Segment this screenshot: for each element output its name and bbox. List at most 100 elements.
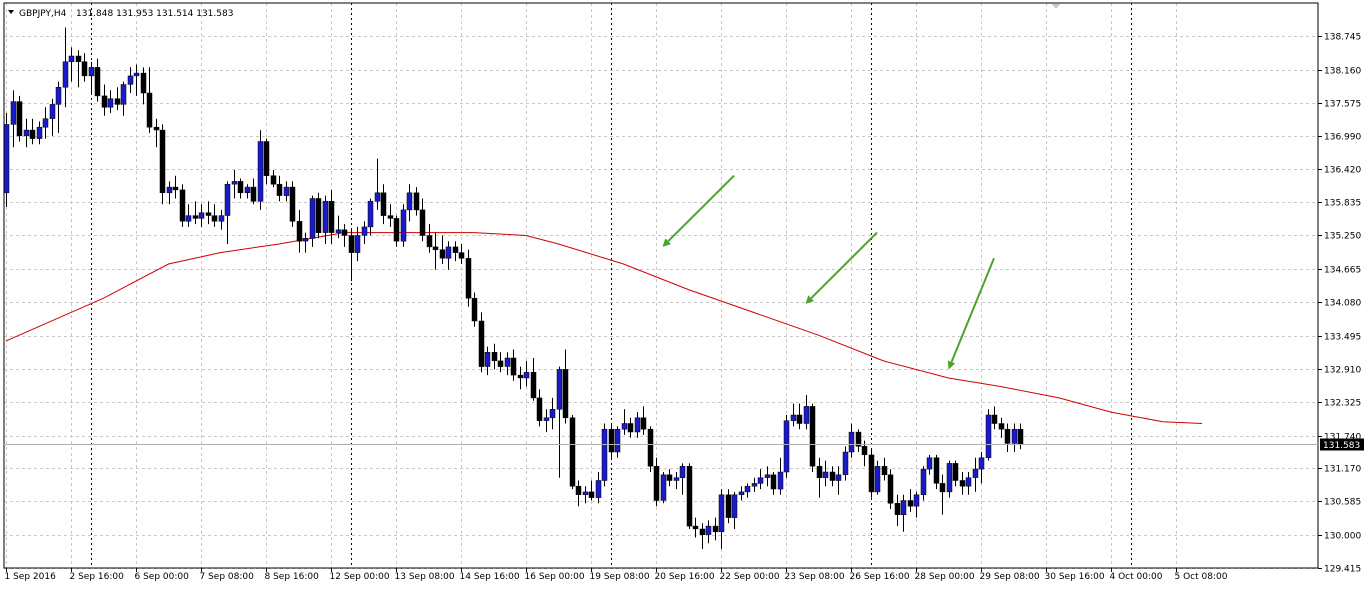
candle[interactable] xyxy=(939,474,946,515)
candle[interactable] xyxy=(55,81,62,133)
candle[interactable] xyxy=(101,84,108,116)
arrow-annotations[interactable] xyxy=(662,174,995,370)
candle[interactable] xyxy=(556,366,563,478)
dropdown-triangle-icon[interactable] xyxy=(8,10,14,14)
candle[interactable] xyxy=(855,429,862,452)
candle[interactable] xyxy=(978,452,985,484)
candle[interactable] xyxy=(361,221,368,244)
arrow-annotation[interactable] xyxy=(947,257,995,370)
candle[interactable] xyxy=(874,460,881,495)
candle[interactable] xyxy=(803,395,810,430)
candle[interactable] xyxy=(770,472,777,495)
candle[interactable] xyxy=(738,486,745,501)
candle[interactable] xyxy=(257,130,264,210)
candle[interactable] xyxy=(458,244,465,264)
candle[interactable] xyxy=(270,170,277,188)
time-axis[interactable]: 1 Sep 2016 2 Sep 16:00 6 Sep 00:00 7 Sep 08… xyxy=(5,568,1228,582)
candle[interactable] xyxy=(634,412,641,438)
candle[interactable] xyxy=(315,192,322,239)
candle[interactable] xyxy=(426,224,433,253)
candle[interactable] xyxy=(998,417,1005,438)
candle[interactable] xyxy=(536,389,543,427)
candle[interactable] xyxy=(582,486,589,504)
candle[interactable] xyxy=(933,454,940,490)
candle[interactable] xyxy=(465,249,472,307)
candle[interactable] xyxy=(419,198,426,242)
candle[interactable] xyxy=(439,235,446,265)
candle[interactable] xyxy=(666,469,673,487)
candle[interactable] xyxy=(660,472,667,504)
candle[interactable] xyxy=(172,175,179,199)
candle[interactable] xyxy=(159,124,166,205)
candle[interactable] xyxy=(244,184,251,199)
candle[interactable] xyxy=(354,226,361,262)
candle[interactable] xyxy=(16,95,23,142)
candle[interactable] xyxy=(218,209,225,230)
candle[interactable] xyxy=(374,158,381,210)
candle[interactable] xyxy=(562,349,569,424)
candle[interactable] xyxy=(822,460,829,487)
candle[interactable] xyxy=(621,409,628,435)
candle[interactable] xyxy=(49,98,56,136)
candle[interactable] xyxy=(926,454,933,475)
candle[interactable] xyxy=(62,27,69,108)
candle[interactable] xyxy=(1011,423,1018,453)
candle[interactable] xyxy=(153,118,160,148)
candle[interactable] xyxy=(328,189,335,244)
candle[interactable] xyxy=(432,232,439,270)
candle[interactable] xyxy=(569,415,576,490)
candle[interactable] xyxy=(309,195,316,247)
candle[interactable] xyxy=(283,181,290,202)
candle[interactable] xyxy=(341,224,348,247)
candle[interactable] xyxy=(647,426,654,472)
candle[interactable] xyxy=(809,403,816,472)
candle[interactable] xyxy=(114,87,121,111)
shift-marker-icon[interactable] xyxy=(1052,4,1060,9)
candle[interactable] xyxy=(829,466,836,487)
candle[interactable] xyxy=(549,397,556,430)
candle[interactable] xyxy=(348,229,355,282)
candle[interactable] xyxy=(133,64,140,96)
candle[interactable] xyxy=(10,90,17,148)
candle[interactable] xyxy=(985,409,992,461)
candle[interactable] xyxy=(120,81,127,116)
candle[interactable] xyxy=(88,61,95,93)
candle[interactable] xyxy=(400,204,407,247)
candle[interactable] xyxy=(289,181,296,227)
candle[interactable] xyxy=(608,423,615,458)
candle[interactable] xyxy=(868,449,875,498)
candle[interactable] xyxy=(920,466,927,501)
candle[interactable] xyxy=(725,489,732,524)
candle[interactable] xyxy=(614,426,621,458)
candle[interactable] xyxy=(679,463,686,495)
candle[interactable] xyxy=(751,477,758,492)
candle[interactable] xyxy=(965,472,972,495)
candle[interactable] xyxy=(692,517,699,538)
candle[interactable] xyxy=(952,460,959,487)
candle[interactable] xyxy=(686,463,693,529)
candle[interactable] xyxy=(42,107,49,139)
candle[interactable] xyxy=(731,491,738,529)
candle[interactable] xyxy=(198,204,205,227)
candle[interactable] xyxy=(452,241,459,262)
candle[interactable] xyxy=(796,403,803,430)
candle[interactable] xyxy=(1004,423,1011,453)
candle[interactable] xyxy=(205,201,212,225)
candle[interactable] xyxy=(140,67,147,105)
candle[interactable] xyxy=(900,494,907,532)
candle[interactable] xyxy=(322,195,329,244)
arrow-annotation[interactable] xyxy=(805,231,878,304)
candle[interactable] xyxy=(543,409,550,433)
candle[interactable] xyxy=(367,198,374,236)
candle[interactable] xyxy=(68,47,75,82)
candle[interactable] xyxy=(445,241,452,270)
candle[interactable] xyxy=(504,352,511,376)
candle[interactable] xyxy=(484,346,491,376)
candle[interactable] xyxy=(881,457,888,481)
candle[interactable] xyxy=(3,113,10,207)
candle[interactable] xyxy=(744,483,751,498)
candle[interactable] xyxy=(413,187,420,216)
candle[interactable] xyxy=(237,178,244,199)
candle[interactable] xyxy=(185,204,192,227)
